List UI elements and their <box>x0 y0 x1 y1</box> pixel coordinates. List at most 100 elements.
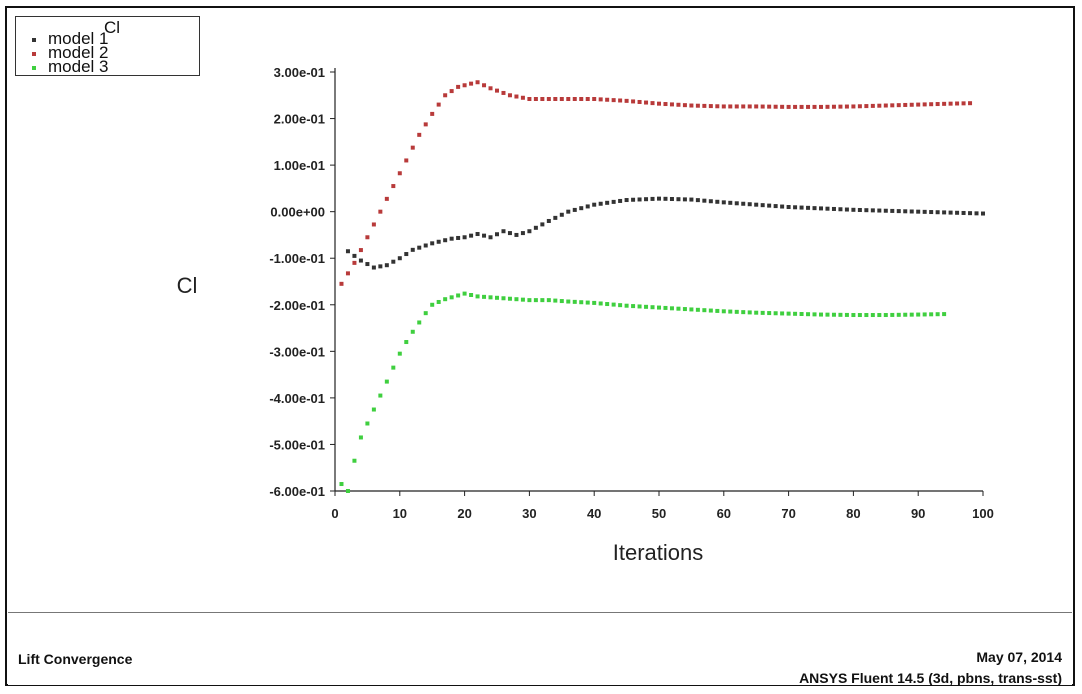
data-point <box>857 313 862 318</box>
data-point <box>877 208 882 213</box>
data-point <box>572 299 577 304</box>
data-point <box>404 158 409 163</box>
data-point <box>942 210 947 215</box>
x-tick-label: 70 <box>781 506 795 521</box>
data-point <box>572 97 577 102</box>
data-point <box>650 305 655 310</box>
data-point <box>430 241 435 246</box>
data-point <box>780 311 785 316</box>
data-point <box>520 231 525 236</box>
data-point <box>631 304 636 309</box>
data-point <box>819 206 823 211</box>
x-tick-label: 100 <box>972 506 994 521</box>
data-point <box>611 302 616 307</box>
data-point <box>462 291 467 296</box>
data-point <box>786 104 791 109</box>
data-point <box>760 104 765 109</box>
data-point <box>423 122 428 127</box>
data-point <box>890 208 895 213</box>
data-point <box>592 300 597 305</box>
data-point <box>747 104 752 109</box>
data-point <box>378 264 383 269</box>
data-point <box>605 302 610 307</box>
footer-date: May 07, 2014 <box>976 649 1062 665</box>
data-point <box>708 104 713 109</box>
y-tick-label: 3.00e-01 <box>274 65 325 80</box>
data-point <box>916 102 921 107</box>
data-point <box>637 99 642 104</box>
x-tick-label: 50 <box>652 506 666 521</box>
data-point <box>812 206 817 211</box>
data-point <box>929 312 934 317</box>
legend: Cl model 1 model 2 model 3 <box>15 16 200 76</box>
x-axis-label: Iterations <box>613 540 704 565</box>
data-point <box>469 233 474 238</box>
data-point <box>793 104 798 109</box>
x-tick-label: 80 <box>846 506 860 521</box>
data-point <box>430 302 435 307</box>
data-point <box>378 209 383 214</box>
data-point <box>527 229 532 234</box>
data-point <box>339 482 344 487</box>
data-point <box>741 104 746 109</box>
data-point <box>799 205 804 210</box>
data-point <box>410 247 415 252</box>
data-point <box>598 301 603 306</box>
data-point <box>799 104 804 109</box>
data-point <box>644 100 649 105</box>
data-point <box>371 407 376 412</box>
data-point <box>365 262 370 267</box>
x-tick-label: 90 <box>911 506 925 521</box>
legend-marker-model-2 <box>32 51 36 56</box>
data-point <box>682 103 687 108</box>
data-point <box>520 297 525 302</box>
data-point <box>495 232 499 237</box>
data-point <box>877 103 882 108</box>
data-point <box>449 236 454 241</box>
data-point <box>981 211 985 216</box>
data-point <box>838 207 843 212</box>
data-point <box>520 95 525 100</box>
y-tick-label: -4.00e-01 <box>269 391 325 406</box>
data-point <box>935 210 940 215</box>
data-point <box>968 101 973 106</box>
data-point <box>767 311 772 316</box>
data-point <box>514 232 519 237</box>
data-point <box>916 209 921 214</box>
data-point <box>844 207 849 212</box>
data-point <box>443 93 448 98</box>
data-point <box>819 312 823 317</box>
data-point <box>358 248 363 253</box>
data-point <box>851 104 856 109</box>
footer-title: Lift Convergence <box>18 651 133 667</box>
data-point <box>482 83 487 88</box>
data-point <box>890 103 895 108</box>
data-point <box>475 232 480 237</box>
legend-marker-model-3 <box>32 65 36 70</box>
data-point <box>391 365 396 370</box>
data-point <box>449 295 454 300</box>
data-point <box>592 97 597 102</box>
x-tick-label: 10 <box>393 506 407 521</box>
data-point <box>546 298 551 303</box>
data-point <box>657 305 661 310</box>
data-point <box>831 104 836 109</box>
data-point <box>624 303 629 308</box>
data-point <box>585 300 590 305</box>
data-point <box>475 80 480 85</box>
data-point <box>436 239 441 244</box>
data-point <box>443 238 448 243</box>
data-point <box>384 196 389 201</box>
data-point <box>935 102 940 107</box>
data-point <box>533 298 538 303</box>
data-point <box>708 199 713 204</box>
data-point <box>644 304 649 309</box>
data-point <box>410 329 415 334</box>
data-point <box>747 310 752 315</box>
data-point <box>734 201 739 206</box>
data-point <box>501 90 506 95</box>
data-point <box>806 312 811 317</box>
data-point <box>352 253 357 258</box>
data-point <box>605 97 610 102</box>
legend-entry-model-1: model 1 <box>32 30 108 47</box>
